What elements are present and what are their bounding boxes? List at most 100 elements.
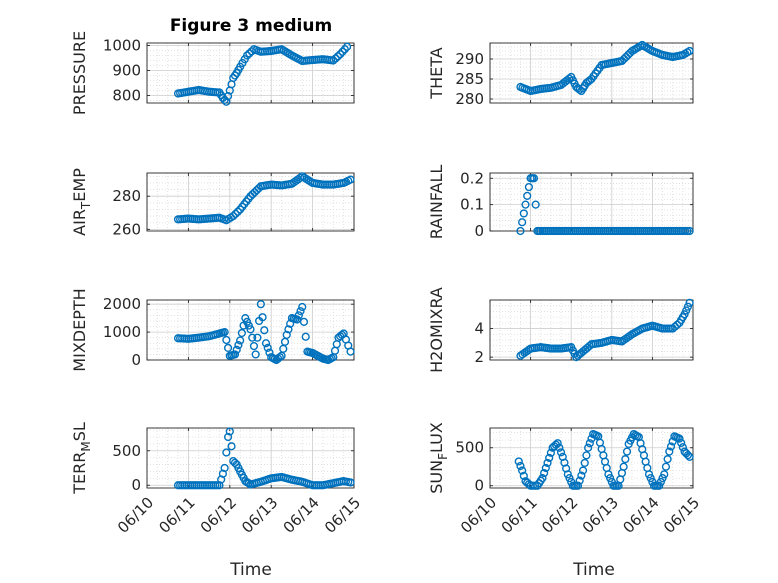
data-point <box>223 343 233 353</box>
y-axis-label-rest: EMP <box>70 168 89 202</box>
data-point <box>531 200 540 209</box>
data-point <box>665 447 674 456</box>
data-point <box>565 474 574 483</box>
data-point <box>673 320 682 329</box>
data-point <box>540 468 549 478</box>
data-point <box>543 458 552 468</box>
data-point <box>519 209 528 218</box>
data-point <box>646 474 655 483</box>
data-point <box>556 448 566 457</box>
y-tick-label: 500 <box>112 442 141 460</box>
data-point <box>577 471 586 480</box>
axes-box <box>146 299 355 361</box>
data-point <box>233 207 242 216</box>
x-tick-label: 06/13 <box>579 494 622 537</box>
y-axis-label-main: PRESSURE <box>70 31 89 115</box>
data-point <box>296 307 305 316</box>
data-point <box>541 463 550 473</box>
data-point <box>545 453 554 462</box>
y-tick-label: 0.1 <box>460 196 484 214</box>
y-tick-label: 2000 <box>103 295 141 313</box>
data-point <box>222 448 231 457</box>
data-point <box>260 326 269 335</box>
x-tick-label: 06/11 <box>498 494 541 537</box>
data-point <box>331 54 340 63</box>
data-point <box>582 451 591 460</box>
y-tick-label: 0 <box>474 222 484 240</box>
y-axis-label: TERRMSL <box>70 422 93 495</box>
data-point <box>253 333 262 342</box>
data-point <box>563 470 572 479</box>
data-point <box>685 298 694 307</box>
y-axis-label-main: THETA <box>427 47 446 99</box>
data-point <box>261 339 271 348</box>
axes-box <box>489 172 694 232</box>
data-point <box>338 47 347 56</box>
data-point <box>299 317 309 326</box>
y-axis-label: H2OMIXRA <box>427 287 446 373</box>
x-tick-label: 06/11 <box>155 494 198 537</box>
data-point <box>680 310 689 319</box>
axes-box <box>146 172 355 232</box>
x-tick-label: 06/14 <box>619 494 662 537</box>
data-point <box>229 211 238 221</box>
y-tick-label: 500 <box>455 439 484 457</box>
data-point <box>683 302 693 311</box>
data-point <box>263 343 272 353</box>
subplot-grid: 800 900 1000 PRESSURE 280 285 290 THETA 260 280 AI… <box>70 31 703 537</box>
data-point <box>249 341 259 351</box>
data-point <box>284 325 293 334</box>
data-point <box>256 300 265 309</box>
data-point <box>245 49 254 58</box>
data-point <box>232 345 241 354</box>
data-point <box>656 477 665 487</box>
data-point <box>346 347 355 356</box>
data-point <box>298 302 307 312</box>
data-point <box>580 458 589 468</box>
data-point <box>663 455 672 464</box>
data-point <box>658 474 667 483</box>
data-point <box>329 56 338 65</box>
data-point <box>330 346 340 355</box>
data-point <box>223 92 233 101</box>
data-point <box>675 434 684 443</box>
data-point <box>258 313 267 322</box>
x-tick-label: 06/10 <box>457 494 500 537</box>
y-axis-label-main: H2OMIXRA <box>427 287 446 373</box>
y-tick-label: 280 <box>112 187 141 205</box>
y-axis-label: RAINFALL <box>427 165 446 240</box>
y-tick-label: 900 <box>112 62 141 80</box>
data-point <box>346 478 355 487</box>
axes-box <box>489 42 694 104</box>
axes-box <box>489 299 694 361</box>
data-point <box>524 182 534 192</box>
x-tick-label: 06/12 <box>538 494 581 537</box>
y-axis-label-subscript: T <box>79 201 93 210</box>
x-tick-label: 06/13 <box>238 494 281 537</box>
data-point <box>282 330 291 339</box>
data-point <box>578 466 588 475</box>
data-point <box>292 315 302 324</box>
data-point <box>655 481 664 490</box>
subplot-h2omixra: 2 4 H2OMIXRA <box>427 287 694 373</box>
data-point <box>523 191 532 200</box>
y-tick-label: 4 <box>474 320 484 338</box>
y-tick-label: 290 <box>455 50 484 68</box>
data-point <box>244 479 253 488</box>
data-point <box>573 481 583 490</box>
y-tick-label: 285 <box>455 70 484 88</box>
data-point <box>622 447 632 456</box>
data-point <box>621 455 630 464</box>
data-point <box>575 476 584 485</box>
data-point <box>275 353 284 362</box>
data-point <box>246 325 255 334</box>
data-point <box>683 450 693 460</box>
y-tick-label: 2 <box>474 348 484 366</box>
data-point <box>604 470 613 479</box>
subplot-mixdepth: 0 1000 2000 MIXDEPTH <box>70 288 355 372</box>
subplot-pressure: 800 900 1000 PRESSURE <box>70 31 355 115</box>
y-axis-label-rest: LUX <box>427 422 446 453</box>
